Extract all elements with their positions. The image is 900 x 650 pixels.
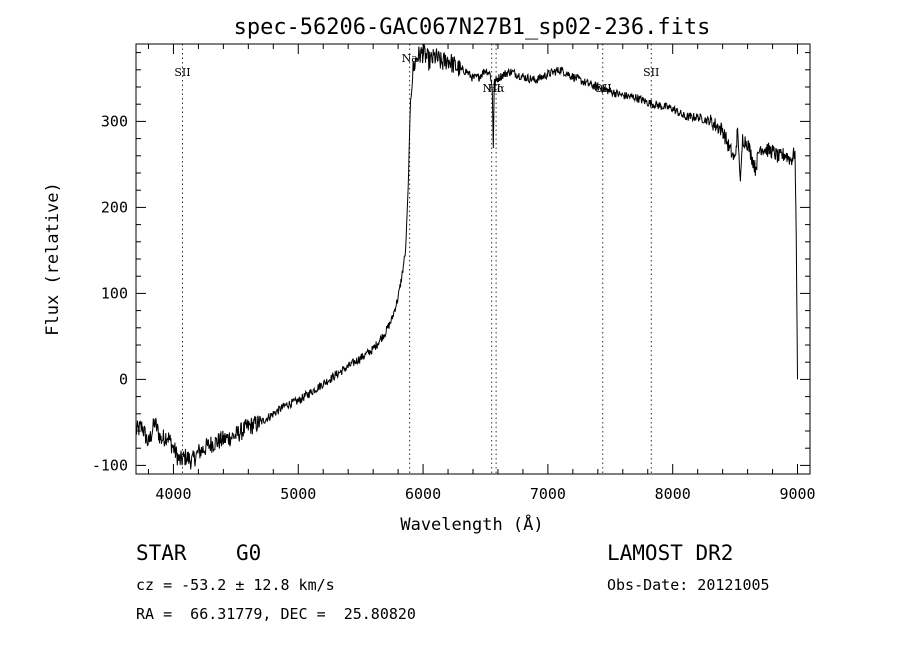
marker-label: Na: [402, 52, 419, 65]
x-tick-label: 4000: [155, 485, 191, 503]
plot-frame: [135, 43, 811, 475]
x-tick-label: 9000: [779, 485, 815, 503]
y-tick-label: 200: [101, 198, 128, 216]
marker-label: OII: [594, 82, 612, 95]
x-tick-label: 8000: [655, 485, 691, 503]
y-tick-label: 300: [101, 112, 128, 130]
axis-ticks: 4000 5000 6000 7000 8000 9000 -100 0 100 200 300: [92, 44, 816, 503]
x-tick-label: 7000: [530, 485, 566, 503]
ra-dec: RA = 66.31779, DEC = 25.80820: [136, 605, 416, 623]
x-axis-label: Wavelength (Å): [400, 513, 543, 535]
y-axis-label: Flux (relative): [43, 182, 63, 336]
marker-label: NII: [483, 82, 501, 95]
line-markers: [182, 44, 652, 474]
chart-title: spec-56206-GAC067N27B1_sp02-236.fits: [234, 15, 711, 40]
object-subclass: G0: [236, 541, 262, 565]
redshift-cz: cz = -53.2 ± 12.8 km/s: [136, 576, 335, 594]
spectrum-line: [135, 43, 798, 470]
y-tick-label: 100: [101, 284, 128, 302]
x-tick-label: 6000: [405, 485, 441, 503]
y-tick-label: -100: [92, 456, 128, 474]
marker-label: SII: [643, 66, 659, 79]
marker-label: SII: [174, 66, 190, 79]
obs-date: Obs-Date: 20121005: [607, 576, 770, 594]
marker-label: Hα: [488, 82, 506, 95]
x-tick-label: 5000: [280, 485, 316, 503]
y-tick-label: 0: [119, 370, 128, 388]
object-class: STAR: [136, 541, 187, 565]
survey-name: LAMOST DR2: [607, 541, 734, 565]
